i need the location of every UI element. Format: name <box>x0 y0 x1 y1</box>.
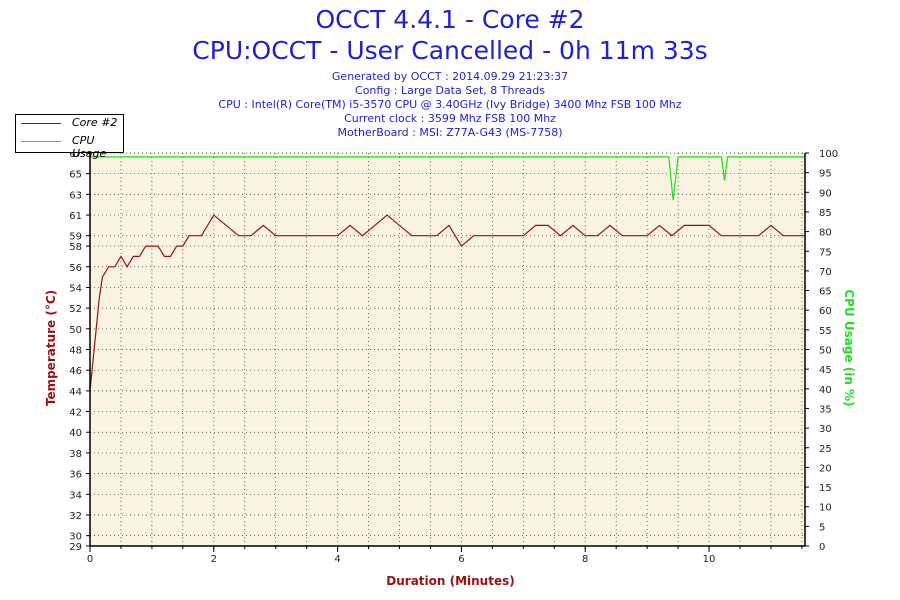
y-tick-label: 40 <box>69 428 82 439</box>
y2-tick-label: 100 <box>819 149 838 160</box>
y-tick-label: 54 <box>69 283 82 294</box>
info-config: Config : Large Data Set, 8 Threads <box>355 84 545 97</box>
info-generated: Generated by OCCT : 2014.09.29 21:23:37 <box>331 70 569 83</box>
y2-tick-label: 5 <box>819 522 825 533</box>
y2-tick-label: 90 <box>819 188 832 199</box>
y2-axis-label: CPU Usage (in %) <box>842 289 856 406</box>
y2-tick-label: 45 <box>819 365 832 376</box>
y2-tick-label: 0 <box>819 542 825 553</box>
y2-tick-label: 15 <box>819 483 832 494</box>
y-tick-label: 52 <box>69 304 82 315</box>
plot-area <box>90 153 805 546</box>
x-axis-label: Duration (Minutes) <box>386 574 514 588</box>
y2-tick-label: 60 <box>819 306 832 317</box>
y-tick-label: 48 <box>69 346 82 357</box>
y2-tick-label: 50 <box>819 346 832 357</box>
info-motherboard: MotherBoard : MSI: Z77A-G43 (MS-7758) <box>337 126 563 139</box>
x-tick-label: 4 <box>334 554 340 565</box>
info-clock: Current clock : 3599 Mhz FSB 100 Mhz <box>344 112 556 125</box>
legend-item-core2: Core #2 <box>16 115 123 133</box>
y2-tick-label: 95 <box>819 169 832 180</box>
y-tick-label: 65 <box>69 170 82 181</box>
chart-title: OCCT 4.4.1 - Core #2 <box>315 5 585 34</box>
y2-tick-label: 10 <box>819 503 832 514</box>
series-line-cpu-usage <box>90 156 805 201</box>
y-tick-label: 34 <box>69 490 82 501</box>
y-tick-label: 46 <box>69 366 82 377</box>
y2-tick-label: 20 <box>819 463 832 474</box>
x-tick-label: 0 <box>87 554 93 565</box>
y2-tick-label: 55 <box>819 326 832 337</box>
y-tick-label: 32 <box>69 511 82 522</box>
chart-legend: Core #2 CPU Usage <box>15 114 124 160</box>
y-tick-label: 36 <box>69 470 82 481</box>
series-line-core2 <box>89 214 805 391</box>
y-tick-label: 44 <box>69 387 82 398</box>
legend-item-cpu-usage: CPU Usage <box>16 133 123 160</box>
y-tick-label: 61 <box>69 211 82 222</box>
y-tick-label: 59 <box>69 232 82 243</box>
y-tick-label: 29 <box>69 542 82 553</box>
legend-label-cpu-usage: CPU Usage <box>72 134 107 160</box>
y-tick-label: 30 <box>69 532 82 543</box>
y2-tick-label: 85 <box>819 208 832 219</box>
y-tick-label: 67 <box>69 149 82 160</box>
chart-subtitle: CPU:OCCT - User Cancelled - 0h 11m 33s <box>192 36 708 65</box>
x-tick-label: 8 <box>582 554 588 565</box>
legend-swatch-core2 <box>21 123 61 124</box>
y-tick-label: 42 <box>69 408 82 419</box>
info-cpu: CPU : Intel(R) Core(TM) i5-3570 CPU @ 3.… <box>218 98 682 111</box>
y2-tick-label: 30 <box>819 424 832 435</box>
y-tick-label: 38 <box>69 449 82 460</box>
y-tick-label: 50 <box>69 325 82 336</box>
y-tick-label: 56 <box>69 263 82 274</box>
x-tick-label: 2 <box>211 554 217 565</box>
y2-tick-label: 65 <box>819 287 832 298</box>
y-tick-label: 58 <box>69 242 82 253</box>
legend-label-core2: Core #2 <box>72 116 118 129</box>
y2-tick-label: 40 <box>819 385 832 396</box>
y2-tick-label: 35 <box>819 404 832 415</box>
x-tick-label: 10 <box>703 554 716 565</box>
y2-tick-label: 70 <box>819 267 832 278</box>
y-tick-label: 63 <box>69 190 82 201</box>
legend-swatch-cpu-usage <box>21 141 61 142</box>
y2-tick-label: 25 <box>819 444 832 455</box>
y2-tick-label: 80 <box>819 228 832 239</box>
y-axis-label: Temperature (°C) <box>44 290 58 406</box>
y2-tick-label: 75 <box>819 247 832 258</box>
x-tick-label: 6 <box>458 554 464 565</box>
